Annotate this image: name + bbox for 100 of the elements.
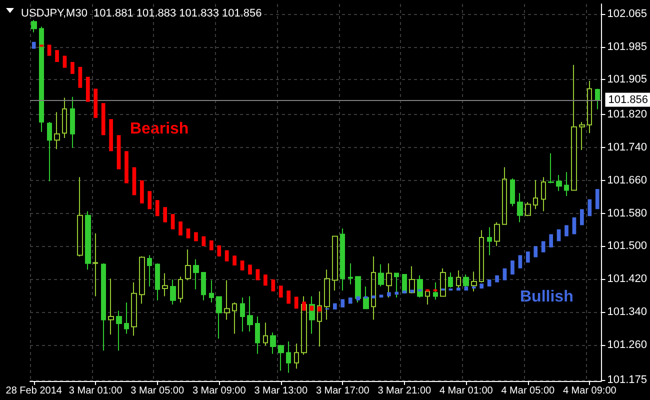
candlestick — [587, 80, 592, 134]
candlestick — [62, 97, 67, 139]
bar — [379, 294, 384, 298]
candlestick — [77, 176, 83, 257]
candlestick — [286, 341, 291, 374]
bar — [232, 256, 236, 266]
candlestick — [270, 332, 276, 354]
candlestick — [47, 121, 52, 182]
candlestick — [564, 172, 569, 196]
candlestick — [131, 282, 137, 336]
candlestick — [31, 20, 37, 33]
candlestick — [332, 236, 338, 292]
candlestick — [124, 302, 129, 334]
candlestick — [517, 192, 523, 223]
candlestick — [394, 272, 399, 298]
y-tick-label: 101.905 — [607, 74, 648, 86]
bar — [356, 296, 360, 300]
candlestick — [533, 179, 538, 210]
candlestick — [232, 302, 237, 334]
y-tick-label: 101.660 — [607, 174, 648, 186]
bar — [564, 225, 568, 236]
bar — [294, 296, 298, 309]
y-tick-label: 101.340 — [607, 306, 648, 318]
candlestick — [255, 316, 260, 354]
bar — [588, 199, 592, 216]
bar — [224, 250, 229, 262]
candlestick — [541, 176, 546, 212]
y-tick-label: 101.580 — [607, 207, 648, 220]
candlestick — [162, 272, 168, 297]
candlestick — [93, 232, 98, 297]
candlestick — [247, 296, 253, 332]
candlestick — [448, 272, 453, 288]
bar — [240, 260, 244, 270]
bar — [209, 240, 214, 250]
bar — [318, 306, 322, 312]
candlestick — [216, 296, 222, 340]
candlestick — [548, 152, 554, 184]
bar — [549, 234, 553, 248]
bar — [170, 214, 175, 230]
candlestick — [479, 230, 484, 283]
x-tick-label: 3 Mar 17:00 — [316, 386, 370, 396]
bar — [402, 290, 406, 294]
bar — [518, 255, 522, 268]
candlestick — [340, 228, 345, 292]
bar — [502, 268, 507, 280]
bar — [387, 292, 391, 296]
candlestick — [101, 262, 106, 352]
candlestick — [487, 226, 492, 256]
bar — [372, 295, 376, 298]
y-tick-label: 101.820 — [607, 108, 648, 121]
candlestick — [456, 270, 461, 289]
candlestick — [139, 256, 145, 304]
bar — [217, 245, 222, 256]
bar — [55, 50, 59, 62]
candlestick — [147, 254, 152, 287]
candlestick — [85, 210, 91, 270]
y-tick-label: 101.420 — [607, 273, 648, 286]
candlestick — [170, 278, 176, 306]
candlestick — [240, 297, 245, 332]
candlestick — [494, 222, 500, 247]
x-tick-label: 3 Mar 09:00 — [192, 386, 246, 396]
candlestick — [595, 88, 600, 110]
candlestick — [579, 121, 585, 150]
bar — [441, 288, 445, 291]
x-tick-label: 3 Mar 01:00 — [68, 386, 123, 396]
candlestick — [371, 256, 376, 320]
candlestick — [224, 280, 230, 320]
candlestick — [116, 310, 122, 352]
candlestick — [70, 96, 75, 148]
candlestick — [510, 178, 515, 207]
bar — [140, 180, 144, 204]
bar — [456, 288, 460, 291]
bar — [480, 284, 484, 288]
bar — [47, 44, 52, 56]
bar — [124, 151, 128, 184]
candlestick — [409, 266, 415, 294]
bar — [132, 167, 136, 196]
candlestick — [185, 248, 191, 281]
candlestick — [571, 64, 577, 191]
bar — [332, 303, 337, 310]
candlestick — [440, 268, 446, 297]
y-tick-label: 101.260 — [607, 338, 648, 351]
candlestick — [471, 271, 477, 292]
bar — [178, 221, 182, 236]
candlestick — [39, 26, 44, 132]
y-tick-label: 101.175 — [607, 374, 648, 386]
bar — [348, 298, 352, 304]
candlestick — [278, 344, 284, 372]
bar — [94, 88, 98, 118]
bar — [116, 135, 121, 170]
bar — [264, 274, 268, 286]
bar — [248, 264, 252, 275]
candlestick — [54, 112, 60, 150]
series-label: Bearish — [130, 120, 189, 138]
candlestick — [525, 202, 531, 217]
bar — [487, 279, 492, 286]
y-tick-label: 102.065 — [607, 8, 648, 20]
bar — [534, 246, 538, 258]
candlestick — [155, 262, 160, 301]
bar — [78, 66, 82, 88]
